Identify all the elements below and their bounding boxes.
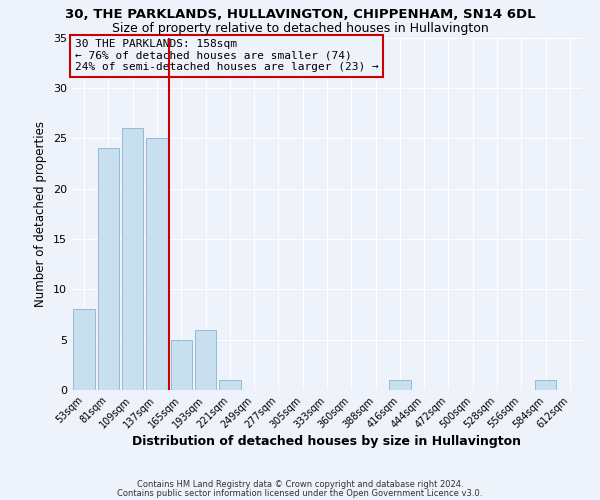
Bar	[146, 138, 167, 390]
X-axis label: Distribution of detached houses by size in Hullavington: Distribution of detached houses by size …	[133, 436, 521, 448]
Bar	[535, 380, 556, 390]
Bar	[98, 148, 119, 390]
Bar	[170, 340, 192, 390]
Y-axis label: Number of detached properties: Number of detached properties	[34, 120, 47, 306]
Bar	[122, 128, 143, 390]
Text: Contains public sector information licensed under the Open Government Licence v3: Contains public sector information licen…	[118, 489, 482, 498]
Bar	[219, 380, 241, 390]
Text: 30, THE PARKLANDS, HULLAVINGTON, CHIPPENHAM, SN14 6DL: 30, THE PARKLANDS, HULLAVINGTON, CHIPPEN…	[65, 8, 535, 20]
Text: 30 THE PARKLANDS: 158sqm
← 76% of detached houses are smaller (74)
24% of semi-d: 30 THE PARKLANDS: 158sqm ← 76% of detach…	[74, 40, 379, 72]
Text: Size of property relative to detached houses in Hullavington: Size of property relative to detached ho…	[112, 22, 488, 35]
Bar	[195, 330, 216, 390]
Bar	[389, 380, 410, 390]
Bar	[73, 310, 95, 390]
Text: Contains HM Land Registry data © Crown copyright and database right 2024.: Contains HM Land Registry data © Crown c…	[137, 480, 463, 489]
